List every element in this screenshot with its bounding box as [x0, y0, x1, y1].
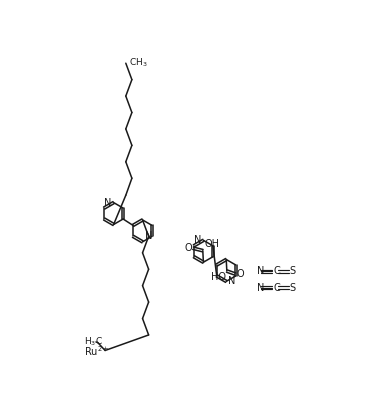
Text: N: N [257, 266, 264, 276]
Text: CH$_3$: CH$_3$ [129, 56, 148, 69]
Text: N: N [145, 231, 152, 241]
Text: HO: HO [211, 272, 226, 282]
Text: N: N [194, 235, 202, 245]
Text: O: O [184, 243, 192, 253]
Text: N: N [104, 198, 112, 208]
Text: OH: OH [204, 239, 219, 249]
Text: S: S [290, 266, 296, 276]
Text: Ru$^{2+}$: Ru$^{2+}$ [84, 344, 109, 358]
Text: O: O [236, 269, 244, 279]
Text: C: C [273, 266, 280, 276]
Text: N: N [257, 283, 264, 293]
Text: C: C [273, 283, 280, 293]
Text: S: S [290, 283, 296, 293]
Text: H$_3$C: H$_3$C [84, 336, 103, 348]
Text: N: N [228, 276, 235, 286]
